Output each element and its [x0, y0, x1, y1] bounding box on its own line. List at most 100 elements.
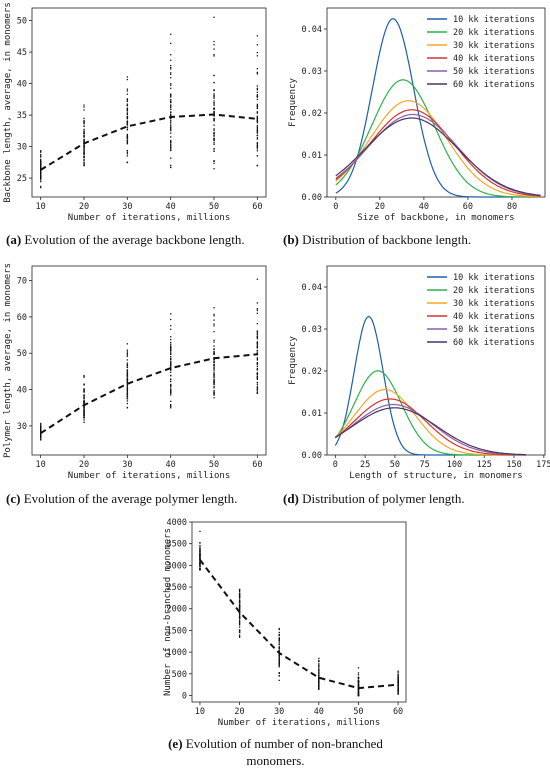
- scatter-point: [256, 353, 259, 355]
- scatter-point: [278, 659, 280, 662]
- chart-c: 10 20 30 40 50 60 30 40 50 60 70 Number of iteratio…: [3, 263, 267, 481]
- x-tick-label: 30: [122, 202, 132, 212]
- scatter-point: [256, 338, 259, 340]
- scatter-point: [256, 386, 259, 388]
- scatter-point: [83, 123, 85, 125]
- scatter-point: [170, 112, 172, 114]
- scatter-point: [199, 565, 201, 567]
- scatter-point: [256, 336, 259, 338]
- y-tick-label: 0.01: [302, 409, 322, 419]
- scatter-point: [83, 140, 85, 142]
- scatter-point: [238, 621, 241, 623]
- scatter-point: [278, 648, 280, 650]
- scatter-point: [126, 152, 129, 154]
- scatter-point: [397, 681, 399, 684]
- scatter-point: [40, 425, 42, 427]
- scatter-point: [256, 312, 259, 314]
- scatter-point: [318, 664, 320, 666]
- scatter-point: [170, 139, 172, 142]
- scatter-point: [357, 692, 360, 694]
- y-tick-label: 0.03: [302, 67, 322, 77]
- scatter-point: [170, 357, 172, 360]
- scatter-point: [238, 592, 241, 594]
- x-tick-label: 50: [209, 202, 219, 212]
- scatter-point: [170, 117, 172, 119]
- scatter-point: [199, 561, 201, 564]
- scatter-point: [170, 378, 172, 380]
- x-axis-label: Number of iterations, millions: [68, 471, 231, 481]
- y-tick-label: 1000: [167, 648, 187, 658]
- scatter-point: [256, 144, 259, 147]
- x-tick-label: 25: [360, 460, 370, 470]
- scatter-point: [213, 133, 215, 135]
- x-tick-label: 75: [420, 460, 430, 470]
- scatter-point: [40, 423, 42, 425]
- legend-label: 40 kk iterations: [453, 312, 535, 322]
- scatter-point: [83, 106, 85, 108]
- scatter-point: [213, 375, 215, 378]
- scatter-point: [199, 550, 201, 552]
- scatter-point: [199, 530, 201, 533]
- scatter-point: [126, 109, 129, 111]
- scatter-point: [318, 669, 320, 671]
- scatter-point: [170, 72, 172, 74]
- scatter-point: [213, 104, 215, 106]
- scatter-point: [40, 167, 42, 169]
- scatter-point: [256, 368, 259, 370]
- scatter-point: [170, 349, 172, 351]
- scatter-point: [170, 54, 172, 56]
- scatter-point: [318, 667, 320, 669]
- scatter-point: [213, 339, 215, 341]
- scatter-point: [83, 128, 85, 131]
- scatter-point: [83, 159, 85, 162]
- scatter-point: [170, 68, 172, 70]
- y-tick-label: 0.04: [302, 283, 322, 293]
- legend-label: 50 kk iterations: [453, 67, 535, 77]
- scatter-point: [278, 679, 280, 682]
- scatter-point: [170, 145, 172, 147]
- scatter-point: [256, 126, 259, 129]
- scatter-point: [238, 634, 241, 636]
- scatter-point: [126, 122, 129, 124]
- x-axis-label: Number of iterations, millions: [218, 718, 381, 726]
- scatter-point: [83, 390, 85, 392]
- scatter-point: [278, 641, 280, 643]
- x-tick-label: 20: [79, 202, 89, 212]
- scatter-point: [256, 117, 259, 119]
- scatter-point: [126, 88, 129, 90]
- scatter-point: [213, 94, 215, 97]
- scatter-point: [83, 402, 85, 405]
- scatter-point: [357, 685, 360, 688]
- y-tick-label: 0.00: [302, 193, 322, 203]
- scatter-point: [40, 433, 42, 436]
- scatter-point: [83, 383, 85, 385]
- scatter-point: [170, 128, 172, 130]
- scatter-point: [213, 391, 215, 393]
- scatter-point: [397, 675, 399, 677]
- scatter-point: [256, 128, 259, 131]
- scatter-point: [170, 318, 172, 321]
- scatter-point: [170, 355, 172, 358]
- scatter-point: [357, 694, 360, 696]
- scatter-point: [40, 435, 42, 437]
- scatter-point: [213, 96, 215, 98]
- y-tick-label: 500: [172, 670, 187, 680]
- x-tick-label: 150: [506, 460, 521, 470]
- scatter-point: [256, 68, 259, 70]
- scatter-point: [40, 150, 42, 152]
- scatter-point: [278, 643, 280, 645]
- scatter-point: [40, 156, 42, 158]
- scatter-point: [199, 547, 201, 549]
- scatter-point: [213, 135, 215, 137]
- scatter-point: [213, 381, 215, 384]
- scatter-point: [83, 146, 85, 148]
- scatter-point: [170, 362, 172, 364]
- x-tick-label: 60: [393, 707, 403, 717]
- scatter-point: [83, 408, 85, 410]
- scatter-point: [256, 137, 259, 139]
- scatter-point: [40, 169, 42, 171]
- legend-label: 10 kk iterations: [453, 273, 535, 283]
- scatter-point: [238, 615, 241, 617]
- scatter-point: [256, 365, 259, 368]
